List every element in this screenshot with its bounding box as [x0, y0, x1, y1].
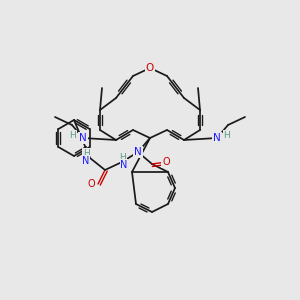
Text: O: O [162, 157, 170, 167]
Text: O: O [87, 179, 95, 189]
Text: H: H [82, 148, 89, 158]
Text: H: H [224, 130, 230, 140]
Text: H: H [120, 152, 126, 161]
Text: N: N [120, 160, 128, 170]
Text: N: N [213, 133, 221, 143]
Text: H: H [70, 130, 76, 140]
Text: N: N [134, 147, 142, 157]
Text: N: N [82, 156, 90, 166]
Text: O: O [146, 63, 154, 73]
Text: N: N [79, 133, 87, 143]
